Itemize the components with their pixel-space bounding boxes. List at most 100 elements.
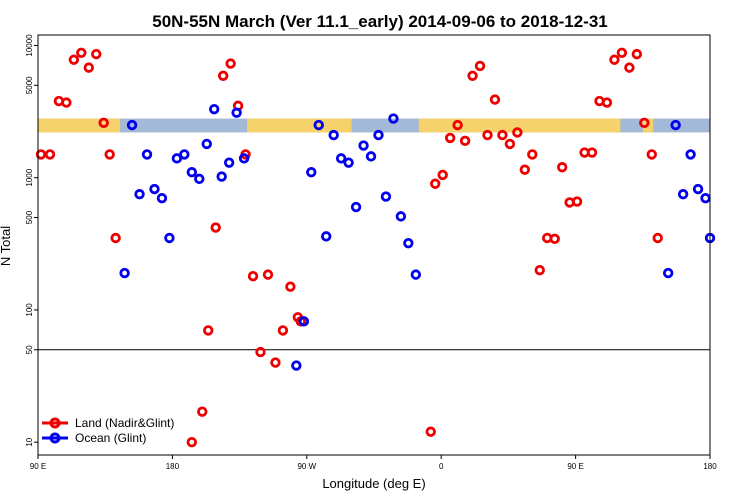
x-tick-label: 90 W xyxy=(297,462,316,471)
land-point xyxy=(497,129,508,141)
land-point xyxy=(616,47,628,59)
land-point xyxy=(474,60,486,72)
ocean-point xyxy=(186,167,198,178)
land-point xyxy=(437,169,448,181)
land-point xyxy=(98,117,109,129)
land-point xyxy=(631,48,643,60)
land-point xyxy=(489,94,501,105)
land-point xyxy=(519,164,531,175)
land-point xyxy=(277,325,289,336)
ocean-point xyxy=(119,267,130,279)
x-tick-label: 90 E xyxy=(30,462,46,471)
ocean-point xyxy=(141,149,153,160)
ocean-point xyxy=(201,138,212,150)
land-point xyxy=(270,357,281,368)
land-point xyxy=(639,117,650,129)
ocean-point xyxy=(358,140,369,151)
y-axis-label: N Total xyxy=(0,226,13,266)
land-point xyxy=(210,222,221,233)
ocean-point xyxy=(194,173,205,185)
land-point xyxy=(247,270,259,282)
y-tick-label: 1000 xyxy=(25,168,34,186)
ocean-point xyxy=(209,103,220,115)
land-point xyxy=(549,233,560,245)
ocean-point xyxy=(149,183,160,195)
land-point xyxy=(44,149,56,160)
map-band xyxy=(38,118,710,133)
ocean-point xyxy=(380,191,392,202)
ocean-point xyxy=(126,119,138,131)
land-point xyxy=(217,70,229,81)
y-axis-ticks: 10 50 100 500 1000 5000 10000 xyxy=(25,34,38,447)
ocean-point xyxy=(373,129,384,141)
ocean-point xyxy=(365,151,377,162)
x-tick-label: 0 xyxy=(439,462,444,471)
land-point xyxy=(556,162,568,173)
y-tick-label: 50 xyxy=(25,345,34,354)
ocean-point xyxy=(156,192,168,204)
land-point xyxy=(601,97,613,108)
legend-ocean-label: Ocean (Glint) xyxy=(75,431,146,445)
x-axis-label: Longitude (deg E) xyxy=(322,476,425,491)
land-point xyxy=(452,119,463,131)
ocean-point xyxy=(685,149,696,160)
ocean-point xyxy=(700,192,711,204)
land-point xyxy=(61,97,72,108)
ocean-point xyxy=(306,167,317,178)
y-tick-label: 500 xyxy=(25,210,34,224)
land-point xyxy=(186,436,198,448)
land-point xyxy=(467,70,478,81)
ocean-point xyxy=(328,129,339,141)
land-point xyxy=(91,48,102,60)
land-point xyxy=(68,54,80,65)
y-tick-label: 10 xyxy=(25,437,34,446)
land-point xyxy=(83,62,94,73)
chart-title: 50N-55N March (Ver 11.1_early) 2014-09-0… xyxy=(152,12,608,31)
legend: Land (Nadir&Glint) Ocean (Glint) xyxy=(42,416,174,445)
ocean-point xyxy=(238,153,250,164)
land-point xyxy=(646,149,657,160)
ocean-point xyxy=(179,149,190,160)
land-point xyxy=(534,264,545,276)
ocean-point xyxy=(403,237,414,249)
ocean-point xyxy=(291,360,302,371)
ocean-point xyxy=(662,267,674,279)
land-point xyxy=(571,196,583,207)
land-point xyxy=(425,426,436,437)
x-tick-label: 90 E xyxy=(567,462,583,471)
ocean-point xyxy=(164,232,175,244)
ocean-point xyxy=(350,201,362,213)
legend-ocean-marker xyxy=(49,432,61,444)
y-tick-label: 5000 xyxy=(25,76,34,94)
ocean-point xyxy=(335,153,347,164)
ocean-point xyxy=(410,269,422,280)
plot-frame xyxy=(37,34,711,456)
ocean-point xyxy=(216,171,227,182)
ocean-point xyxy=(298,316,310,327)
x-axis-ticks: 90 E 180 90 W 0 90 E 180 xyxy=(30,455,717,471)
ocean-point xyxy=(395,211,407,222)
land-point xyxy=(527,149,538,160)
land-point xyxy=(203,325,214,336)
ocean-point xyxy=(321,231,332,242)
legend-land-marker xyxy=(49,417,61,429)
ocean-point xyxy=(313,119,324,131)
land-point xyxy=(512,127,523,138)
land-point xyxy=(430,178,441,189)
land-point xyxy=(285,281,296,292)
land-point xyxy=(225,58,236,69)
ocean-point xyxy=(134,189,145,200)
ocean-point xyxy=(677,189,689,200)
land-point xyxy=(586,147,598,158)
x-tick-label: 180 xyxy=(166,462,180,471)
x-tick-label: 180 xyxy=(703,462,717,471)
legend-land-label: Land (Nadir&Glint) xyxy=(75,416,174,430)
ocean-point xyxy=(231,107,242,118)
land-point xyxy=(444,132,456,144)
land-point xyxy=(197,406,208,417)
land-point xyxy=(459,135,471,147)
land-point xyxy=(104,149,115,160)
ocean-point xyxy=(343,157,354,168)
